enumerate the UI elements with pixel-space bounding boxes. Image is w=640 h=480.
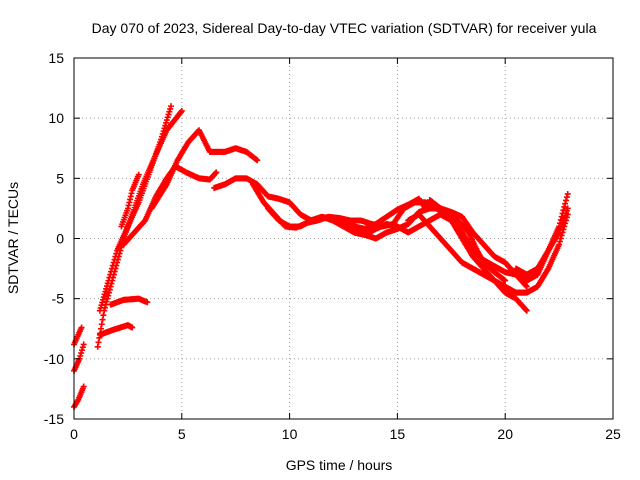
data-point bbox=[177, 109, 184, 116]
data-point bbox=[502, 277, 509, 284]
data-point bbox=[562, 200, 569, 207]
data-point bbox=[213, 169, 220, 176]
x-axis-label: GPS time / hours bbox=[286, 457, 393, 473]
data-point bbox=[104, 295, 111, 302]
data-point bbox=[80, 341, 87, 348]
data-point bbox=[559, 229, 566, 236]
y-tick-label: 0 bbox=[56, 231, 64, 247]
data-point bbox=[135, 171, 142, 178]
data-point bbox=[557, 216, 564, 223]
data-point bbox=[112, 253, 119, 260]
data-point bbox=[556, 223, 563, 230]
series-track-j bbox=[148, 127, 261, 212]
data-point bbox=[110, 259, 117, 266]
x-tick-label: 5 bbox=[178, 426, 186, 442]
data-point bbox=[144, 299, 151, 306]
data-point bbox=[109, 262, 116, 269]
data-point bbox=[522, 306, 529, 313]
data-point bbox=[556, 220, 563, 227]
x-tick-label: 10 bbox=[282, 426, 298, 442]
data-point bbox=[560, 226, 567, 233]
data-point bbox=[562, 220, 569, 227]
series-track-g bbox=[96, 322, 136, 338]
data-point bbox=[561, 223, 568, 230]
data-point bbox=[558, 213, 565, 220]
data-point bbox=[523, 307, 530, 314]
x-tick-label: 0 bbox=[70, 426, 78, 442]
series-track-f bbox=[118, 171, 142, 230]
data-point bbox=[559, 210, 566, 217]
series-track-e bbox=[96, 103, 175, 314]
data-point bbox=[78, 324, 85, 331]
grid bbox=[74, 58, 613, 419]
data-point bbox=[558, 232, 565, 239]
data-point bbox=[563, 194, 570, 201]
data-point bbox=[111, 256, 118, 263]
data-point bbox=[106, 274, 113, 281]
series-track-h bbox=[107, 295, 151, 308]
data-point bbox=[108, 268, 115, 275]
data-point bbox=[113, 250, 120, 257]
y-tick-label: 5 bbox=[56, 170, 64, 186]
data-point bbox=[254, 157, 261, 164]
data-point bbox=[562, 197, 569, 204]
data-point bbox=[561, 203, 568, 210]
data-point bbox=[178, 107, 185, 114]
data-point bbox=[106, 289, 113, 296]
y-tick-label: -5 bbox=[52, 291, 65, 307]
y-tick-label: 15 bbox=[48, 50, 64, 66]
chart-title: Day 070 of 2023, Sidereal Day-to-day VTE… bbox=[92, 20, 597, 36]
series-track-c bbox=[71, 383, 87, 410]
data-point bbox=[78, 347, 85, 354]
y-tick-label: 10 bbox=[48, 110, 64, 126]
data-point bbox=[95, 339, 102, 346]
data-point bbox=[108, 265, 115, 272]
axes: 0 5 10 15 20 25 -15 -10 -5 0 5 10 15 bbox=[44, 50, 621, 442]
data-point bbox=[98, 321, 105, 328]
data-point bbox=[94, 343, 101, 350]
series-track-p bbox=[426, 196, 530, 314]
data-point bbox=[556, 238, 563, 245]
data-point bbox=[523, 283, 530, 290]
series-track-q bbox=[512, 190, 571, 278]
data-point bbox=[560, 207, 567, 214]
data-point bbox=[556, 241, 563, 248]
data-point bbox=[522, 282, 529, 289]
data-point bbox=[78, 350, 85, 357]
y-axis-label: SDTVAR / TECUs bbox=[5, 182, 21, 294]
data-point bbox=[563, 214, 570, 221]
data-layer bbox=[71, 103, 571, 410]
data-point bbox=[105, 292, 112, 299]
data-point bbox=[106, 286, 113, 293]
data-point bbox=[97, 325, 104, 332]
data-point bbox=[80, 383, 87, 390]
data-point bbox=[564, 211, 571, 218]
data-point bbox=[562, 217, 569, 224]
data-point bbox=[105, 277, 112, 284]
data-point bbox=[212, 170, 219, 177]
data-point bbox=[564, 190, 571, 197]
data-point bbox=[77, 352, 84, 359]
y-tick-label: -10 bbox=[44, 351, 64, 367]
data-point bbox=[129, 324, 136, 331]
data-point bbox=[107, 271, 114, 278]
x-tick-label: 25 bbox=[605, 426, 621, 442]
x-tick-label: 15 bbox=[390, 426, 406, 442]
data-point bbox=[564, 205, 571, 212]
data-point bbox=[103, 298, 110, 305]
data-point bbox=[99, 316, 106, 323]
data-point bbox=[168, 103, 175, 110]
data-point bbox=[100, 312, 107, 319]
data-point bbox=[557, 235, 564, 242]
y-tick-label: -15 bbox=[44, 411, 64, 427]
x-tick-label: 20 bbox=[497, 426, 513, 442]
data-point bbox=[79, 344, 86, 351]
